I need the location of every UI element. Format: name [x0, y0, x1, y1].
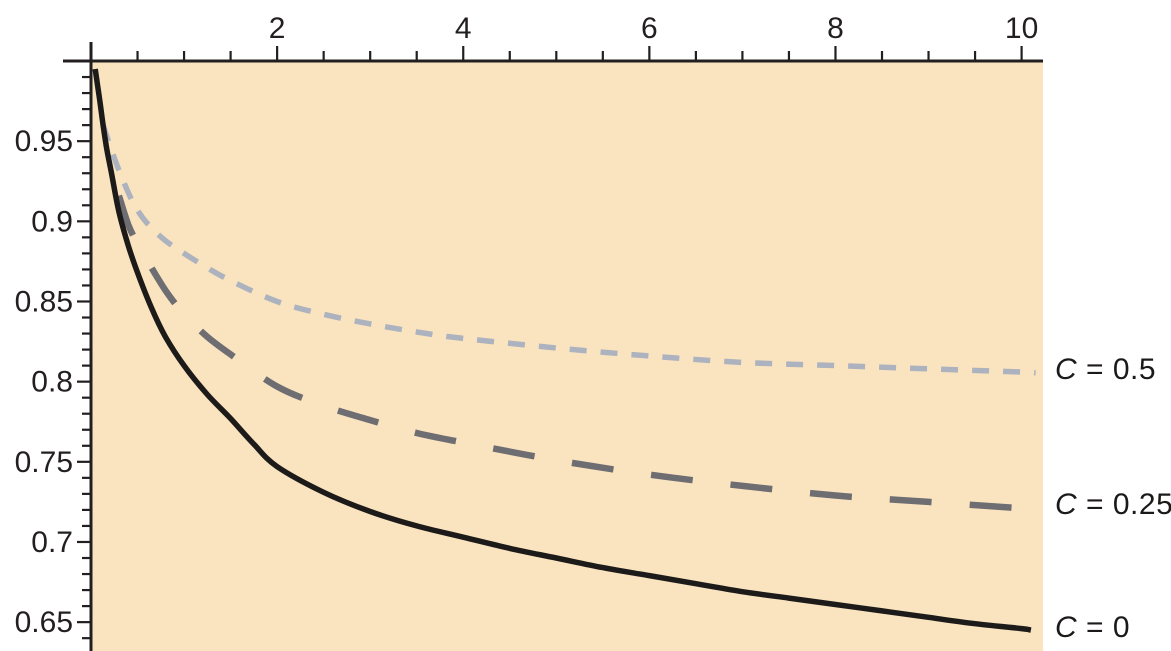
axis-ticks	[77, 46, 1023, 640]
plot-area	[91, 61, 1043, 651]
series-label-variable: C	[1055, 611, 1078, 645]
curve-c=0	[92, 68, 1032, 633]
series-label-value: = 0.25	[1077, 487, 1171, 521]
curve-c=0.25	[115, 194, 1036, 513]
series-label-variable: C	[1055, 353, 1078, 387]
tick-labels: 2 4 6 8 10 0.95 0.9 0.85 0.8 0.75 0.7 0.65	[15, 12, 1039, 639]
x-tick-label: 2	[269, 12, 286, 45]
y-tick-label: 0.7	[31, 526, 73, 559]
y-tick-label: 0.85	[15, 285, 73, 318]
y-tick-label: 0.95	[15, 125, 73, 158]
x-tick-label: 10	[1005, 12, 1038, 45]
y-tick-label: 0.8	[31, 366, 73, 399]
y-tick-label: 0.75	[15, 446, 73, 479]
curves	[92, 68, 1037, 633]
series-label-variable: C	[1055, 487, 1078, 521]
series-label-value: = 0	[1077, 611, 1131, 645]
axes	[63, 42, 1043, 651]
series-label-value: = 0.5	[1077, 353, 1157, 387]
series-label-c-0: C = 0	[1055, 611, 1130, 645]
y-tick-label: 0.9	[31, 205, 73, 238]
x-tick-label: 4	[455, 12, 472, 45]
curve-c=0.5	[100, 124, 1037, 376]
series-label-c-0.25: C = 0.25	[1055, 488, 1171, 522]
x-tick-label: 8	[827, 12, 844, 45]
series-label-c-0.5: C = 0.5	[1055, 353, 1156, 387]
y-tick-label: 0.65	[15, 606, 73, 639]
x-tick-label: 6	[641, 12, 658, 45]
